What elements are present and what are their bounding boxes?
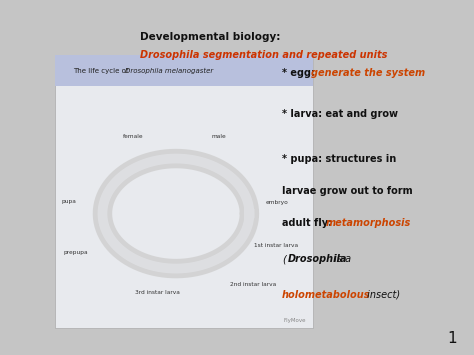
Text: adult fly:: adult fly: [282, 218, 336, 228]
FancyBboxPatch shape [55, 55, 313, 86]
Text: (: ( [282, 254, 286, 264]
Text: * egg:: * egg: [282, 68, 319, 78]
Text: pupa: pupa [62, 199, 76, 204]
Text: Developmental biology:: Developmental biology: [140, 32, 280, 42]
Text: * larva: eat and grow: * larva: eat and grow [282, 109, 398, 119]
Text: male: male [211, 134, 226, 139]
Text: Drosophila melanogaster: Drosophila melanogaster [125, 67, 213, 74]
Text: female: female [123, 134, 144, 139]
Text: holometabolous: holometabolous [282, 290, 371, 300]
Text: metamorphosis: metamorphosis [326, 218, 411, 228]
Text: embryo: embryo [266, 201, 289, 206]
Text: larvae grow out to form: larvae grow out to form [282, 186, 413, 196]
Text: generate the system: generate the system [311, 68, 426, 78]
Text: is a: is a [331, 254, 351, 264]
Text: Drosophila: Drosophila [288, 254, 347, 264]
Text: insect): insect) [364, 290, 400, 300]
Text: 2nd instar larva: 2nd instar larva [230, 282, 277, 287]
Text: 3rd instar larva: 3rd instar larva [135, 290, 179, 295]
Text: 1st instar larva: 1st instar larva [254, 243, 298, 248]
Text: Drosophila segmentation and repeated units: Drosophila segmentation and repeated uni… [140, 50, 387, 60]
Text: prepupa: prepupa [64, 250, 88, 255]
Text: 1: 1 [448, 331, 457, 346]
Text: * pupa: structures in: * pupa: structures in [282, 154, 396, 164]
FancyBboxPatch shape [55, 55, 313, 328]
Text: FlyMove: FlyMove [283, 318, 306, 323]
Text: The life cycle of: The life cycle of [73, 68, 131, 73]
